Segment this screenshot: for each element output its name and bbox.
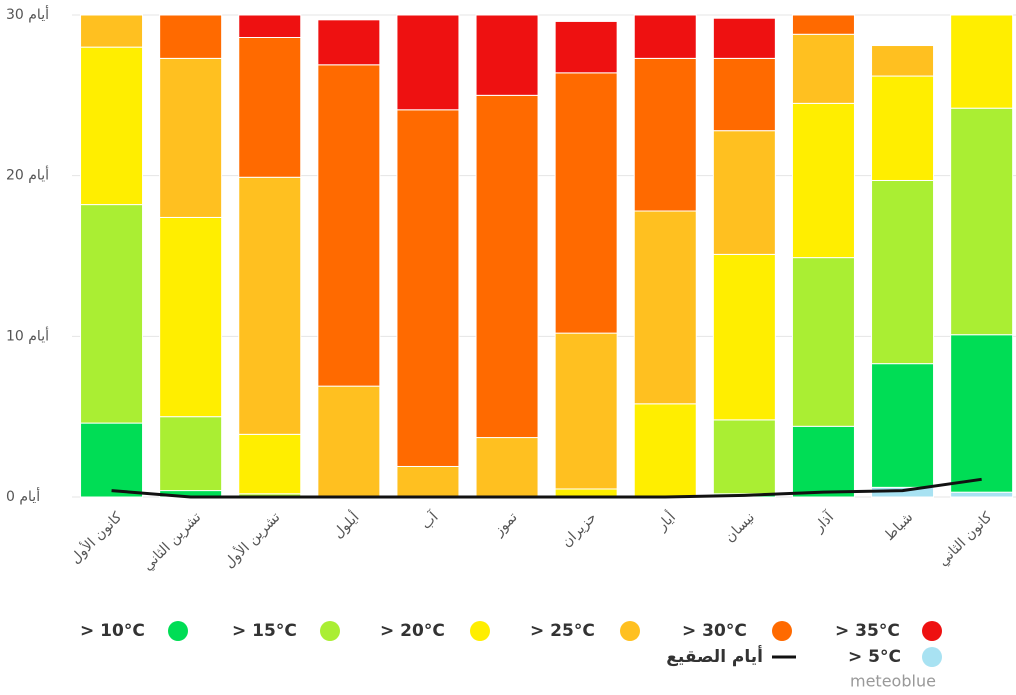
legend-marker	[922, 621, 942, 641]
bar-segment	[791, 257, 855, 427]
bar-segment	[554, 332, 618, 490]
bar-segment	[950, 491, 1014, 498]
x-tick-label: آذار	[810, 508, 838, 536]
bar-segment	[791, 14, 855, 35]
bar-segment	[238, 36, 302, 178]
legend-marker	[620, 621, 640, 641]
legend-label: > 10°C	[80, 621, 145, 641]
bar-segment	[554, 72, 618, 334]
watermark: meteoblue	[850, 672, 936, 691]
bar-segment	[80, 14, 144, 48]
legend-label: > 20°C	[380, 621, 445, 641]
legend-label: > 25°C	[530, 621, 595, 641]
bar-segment	[950, 107, 1014, 336]
legend-label: > 5°C	[848, 647, 901, 667]
x-tick-label: أيلول	[329, 508, 363, 542]
bar-segment	[791, 425, 855, 498]
bar-segment	[871, 179, 935, 365]
legend-label: أيام الصقيع	[666, 645, 763, 667]
bar-segment	[871, 363, 935, 488]
bar-segment	[238, 433, 302, 495]
bar-segment	[791, 33, 855, 104]
legend-marker	[168, 621, 188, 641]
bar-segment	[159, 57, 223, 218]
bar-segment	[871, 75, 935, 181]
bar-segment	[159, 14, 223, 59]
legend-marker	[470, 621, 490, 641]
bar-segment	[317, 19, 381, 66]
bar-segment	[554, 20, 618, 74]
bar-segment	[871, 45, 935, 77]
bar-segment	[238, 14, 302, 38]
bar-segment	[712, 57, 776, 132]
bar-segment	[159, 216, 223, 418]
bar-segment	[396, 465, 460, 498]
bar-segment	[317, 385, 381, 498]
legend-marker	[772, 621, 792, 641]
bar-segment	[238, 176, 302, 435]
x-tick-label: تشرين الأول	[220, 508, 284, 572]
y-tick-label: 20 أيام	[6, 166, 49, 184]
bar-segment	[950, 334, 1014, 493]
bar-segment	[396, 14, 460, 111]
x-tick-label: تشرين الثاني	[140, 509, 205, 574]
bar-segment	[475, 437, 539, 498]
bar-segment	[80, 204, 144, 424]
x-tick-label: كانون الأول	[66, 508, 125, 567]
x-tick-label: آب	[418, 508, 443, 533]
bar-segment	[633, 210, 697, 405]
y-tick-label: 10 أيام	[6, 326, 49, 344]
x-tick-label: أيار	[652, 508, 679, 535]
x-tick-label: حزيران	[559, 509, 600, 550]
x-tick-label: كانون الثاني	[935, 509, 995, 569]
bar-segment	[80, 422, 144, 498]
bar-segment	[396, 109, 460, 467]
bar-segment	[950, 14, 1014, 109]
legend-marker	[320, 621, 340, 641]
bar-segment	[475, 94, 539, 439]
bar-segment	[712, 253, 776, 421]
legend-marker	[922, 647, 942, 667]
bar-segment	[80, 46, 144, 206]
legend-label: > 35°C	[835, 621, 900, 641]
bar-segment	[791, 102, 855, 259]
legend-label: > 30°C	[682, 621, 747, 641]
y-tick-label: 0 أيام	[6, 487, 40, 505]
bar-segment	[712, 17, 776, 59]
frost-line	[111, 477, 982, 499]
bar-segment	[633, 14, 697, 59]
x-tick-label: نيسان	[722, 509, 758, 545]
y-tick-label: 30 أيام	[6, 5, 49, 23]
x-tick-label: تموز	[490, 509, 520, 539]
bar-segment	[633, 403, 697, 498]
bar-segment	[317, 64, 381, 387]
x-tick-label: شباط	[881, 509, 916, 544]
bar-segment	[712, 130, 776, 255]
legend-label: > 15°C	[232, 621, 297, 641]
bar-segment	[159, 416, 223, 492]
bar-segment	[712, 419, 776, 495]
bar-segment	[633, 57, 697, 212]
bar-segment	[475, 14, 539, 96]
